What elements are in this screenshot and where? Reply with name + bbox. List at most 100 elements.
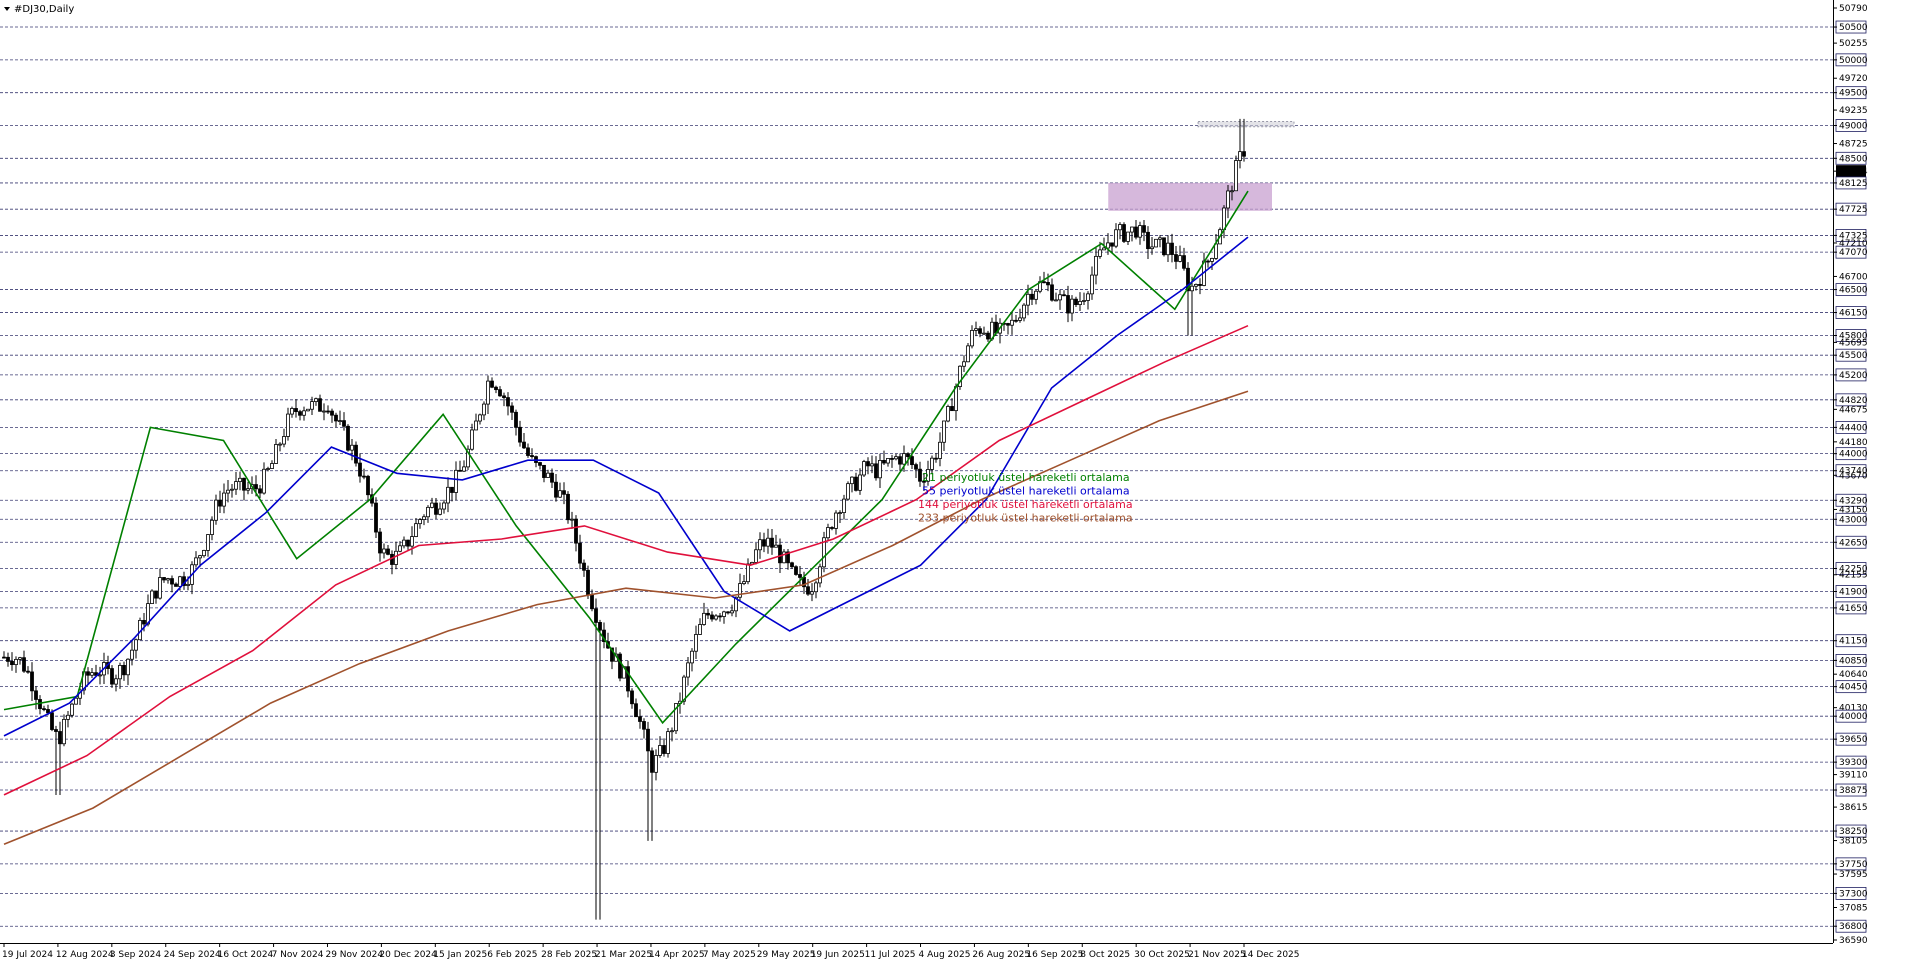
candle-body: [618, 653, 622, 679]
candle-body: [30, 671, 34, 692]
candle-body: [1018, 317, 1022, 321]
candle-body: [638, 716, 642, 722]
candle-body: [1090, 274, 1094, 295]
candle-body: [34, 690, 38, 700]
candle-body: [522, 441, 526, 449]
candle-body: [958, 365, 962, 387]
candle-body: [154, 590, 158, 599]
candle-body: [294, 408, 298, 413]
candle-body: [650, 750, 654, 773]
y-tick-label: 41150: [1839, 637, 1868, 647]
x-tick-label: 11 Jul 2025: [865, 950, 916, 960]
candle-body: [946, 406, 950, 422]
candle-body: [402, 539, 406, 547]
price-axis[interactable]: 50790 50500 50255 50000 49720 49500 49235 49000…: [1833, 4, 1868, 946]
candle-body: [814, 582, 818, 593]
y-tick-label: 50000: [1839, 56, 1868, 66]
candle-body: [1182, 255, 1186, 269]
candle-body: [610, 647, 614, 662]
candle-body: [922, 480, 926, 483]
x-tick-label: 21 Mar 2025: [595, 950, 652, 960]
candle-body: [462, 466, 466, 472]
candle-body: [1146, 231, 1150, 250]
y-tick-label: 47725: [1839, 205, 1868, 215]
candle-body: [174, 583, 178, 587]
candle-body: [150, 590, 154, 605]
candle-body: [694, 634, 698, 652]
candle-body: [466, 448, 470, 468]
candle-body: [778, 544, 782, 564]
candle-body: [1098, 249, 1102, 257]
candle-body: [662, 745, 666, 754]
y-tick-label: 47210: [1839, 239, 1868, 249]
candle-body: [538, 462, 542, 466]
y-tick-label: 43150: [1839, 505, 1868, 515]
candle-body: [1170, 242, 1174, 255]
candle-body: [770, 537, 774, 548]
candle-body: [1166, 242, 1170, 256]
candle-body: [134, 639, 138, 651]
candle-body: [1074, 298, 1078, 305]
candle-body: [354, 444, 358, 464]
candle-body: [838, 512, 842, 515]
y-tick-label: 40130: [1839, 704, 1868, 714]
candle-body: [1186, 267, 1190, 292]
candle-body: [62, 718, 66, 745]
y-tick-label: 44400: [1839, 423, 1868, 433]
candle-body: [410, 536, 414, 547]
candle-body: [334, 414, 338, 422]
y-tick-label: 43670: [1839, 471, 1868, 481]
y-tick-label: 37300: [1839, 889, 1868, 899]
x-tick-label: 30 Oct 2025: [1134, 950, 1190, 960]
x-tick-label: 3 Sep 2024: [110, 950, 162, 960]
candle-body: [1010, 319, 1014, 326]
y-tick-label: 42650: [1839, 538, 1868, 548]
candle-body: [830, 527, 834, 529]
candle-body: [918, 468, 922, 482]
candle-body: [502, 395, 506, 398]
candle-body: [794, 566, 798, 575]
candle-body: [742, 581, 746, 584]
candle-body: [358, 462, 362, 477]
y-tick-label: 45800: [1839, 332, 1868, 342]
x-tick-label: 24 Sep 2024: [164, 950, 221, 960]
candle-body: [302, 410, 306, 416]
candle-body: [574, 518, 578, 544]
y-tick-label: 48125: [1839, 179, 1868, 189]
candle-body: [490, 380, 494, 388]
candle-body: [1234, 160, 1238, 192]
chart-title-text: #DJ30,Daily: [14, 4, 74, 15]
ema-233-line: [3, 390, 1249, 845]
x-tick-label: 29 Nov 2024: [325, 950, 383, 960]
candle-body: [1126, 231, 1130, 242]
x-tick-label: 26 Aug 2025: [972, 950, 1030, 960]
y-tick-label: 43740: [1839, 467, 1868, 477]
candle-body: [50, 712, 54, 730]
y-tick-label: 39300: [1839, 758, 1868, 768]
candle-body: [826, 527, 830, 539]
candle-body: [22, 657, 26, 672]
candle-body: [74, 697, 78, 705]
candle-body: [858, 474, 862, 491]
menu-triangle-icon[interactable]: [4, 7, 10, 11]
candle-body: [1178, 255, 1182, 262]
candle-body: [1066, 295, 1070, 314]
candle-body: [1046, 282, 1050, 286]
candle-body: [1194, 284, 1198, 287]
legend-entry-ema-55: 55 periyotluk üstel hareketli ortalama: [922, 485, 1130, 498]
candle-body: [1130, 226, 1134, 233]
candle-body: [874, 463, 878, 479]
x-tick-label: 7 May 2025: [703, 950, 756, 960]
candle-body: [58, 731, 62, 745]
candle-body: [942, 420, 946, 443]
x-tick-label: 16 Sep 2025: [1026, 950, 1083, 960]
candle-body: [934, 457, 938, 460]
candle-body: [486, 380, 490, 405]
candle-body: [326, 410, 330, 413]
y-tick-label: 44000: [1839, 450, 1868, 460]
candle-body: [70, 703, 74, 716]
y-tick-label: 49000: [1839, 121, 1868, 131]
candle-body: [518, 426, 522, 443]
